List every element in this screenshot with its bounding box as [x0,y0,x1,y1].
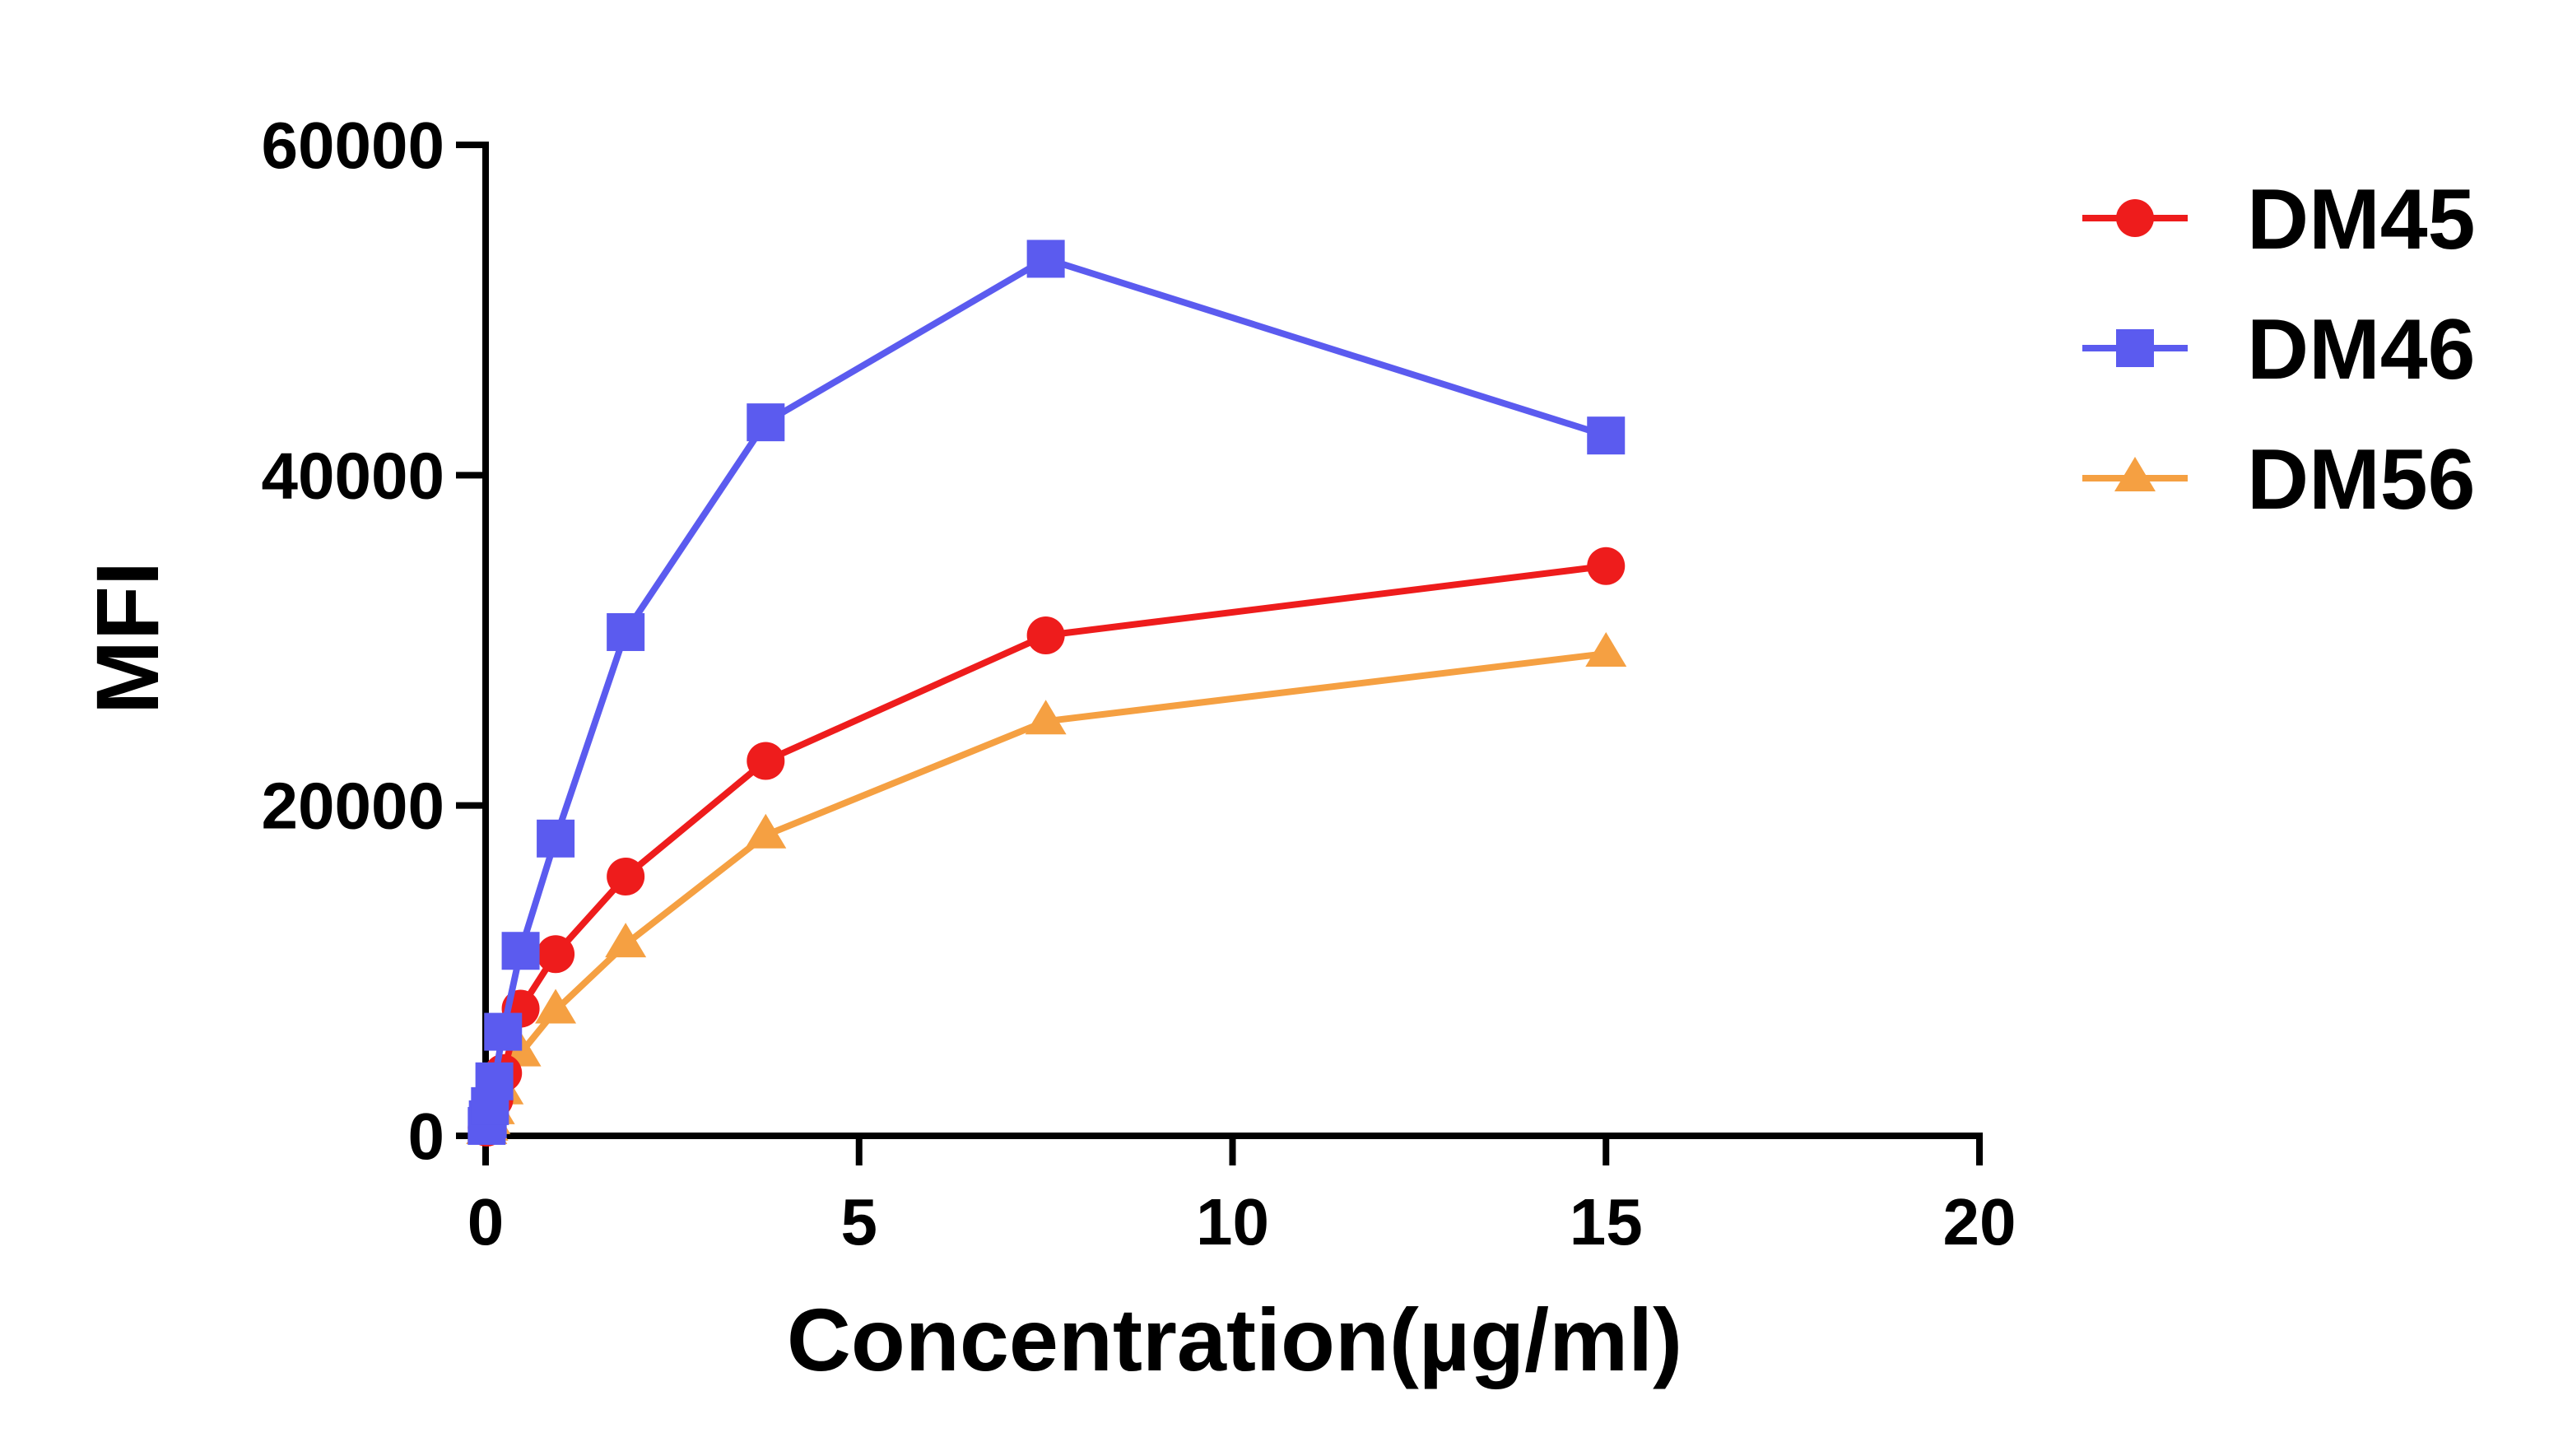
y-axis-title: MFI [77,561,177,714]
data-point [475,1062,514,1100]
data-point [501,932,540,970]
data-point [484,1012,523,1051]
data-point [1585,632,1627,668]
data-point [1026,616,1065,654]
data-point [537,819,575,858]
series-layer [466,240,1627,1147]
data-point [1587,547,1626,585]
legend: DM45 DM46 DM56 [2082,172,2475,528]
data-point [747,403,785,442]
data-point [605,923,647,958]
y-tick-label: 60000 [262,109,444,182]
data-point [1025,700,1067,735]
x-axis-title: Concentration(µg/ml) [787,1290,1682,1389]
legend-item-dm46: DM46 [2082,302,2475,398]
series-line [483,255,1607,1127]
data-point [1026,240,1065,278]
y-tick-label: 0 [408,1100,445,1173]
x-tick-label: 5 [841,1185,878,1258]
data-point [535,988,577,1024]
axes: 0 20000 40000 60000 0 5 10 15 20 [262,109,2016,1258]
data-point [745,813,787,849]
x-tick-label: 15 [1570,1185,1643,1258]
series-dm46 [467,240,1626,1145]
y-tick-label: 20000 [262,770,444,843]
x-tick-label: 10 [1196,1185,1269,1258]
legend-marker [2116,329,2154,367]
data-point [607,612,645,651]
legend-marker [2114,456,2156,491]
legend-label: DM56 [2247,432,2475,528]
legend-item-dm45: DM45 [2082,172,2475,267]
legend-label: DM46 [2247,302,2475,398]
data-point [537,935,575,974]
data-point [747,742,785,780]
x-tick-label: 20 [1943,1185,2016,1258]
legend-marker [2116,199,2154,237]
legend-item-dm56: DM56 [2082,432,2475,528]
data-point [607,857,645,895]
y-tick-label: 40000 [262,439,444,512]
data-point [1587,416,1626,455]
x-tick-label: 0 [467,1185,505,1258]
legend-label: DM45 [2247,172,2475,267]
